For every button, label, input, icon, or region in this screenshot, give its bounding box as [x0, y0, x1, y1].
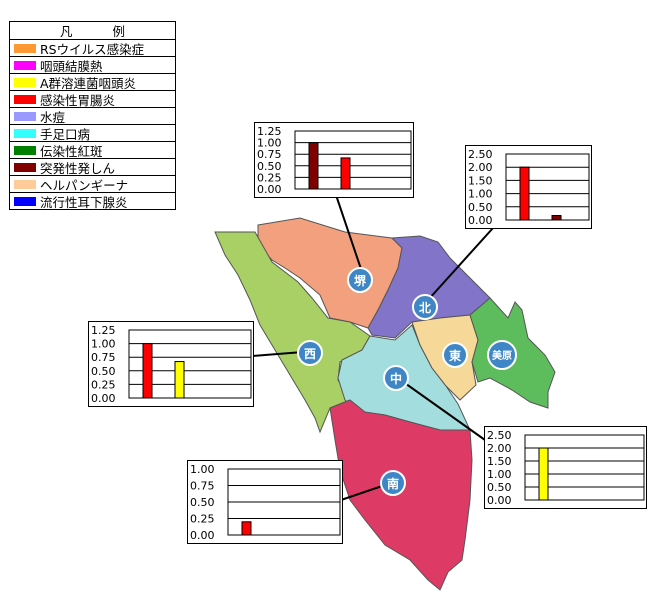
y-tick-label: 0.50 [468, 201, 493, 214]
chart-svg: 2.502.001.501.000.500.00 [468, 148, 590, 227]
chart-svg: 1.251.000.750.500.250.00 [257, 125, 412, 196]
legend-swatch [14, 111, 36, 121]
y-tick-label: 0.00 [487, 494, 512, 507]
bar [174, 361, 185, 399]
legend-label: RSウイルス感染症 [40, 41, 145, 57]
legend-swatch [14, 179, 36, 189]
legend-label: 伝染性紅斑 [40, 143, 103, 159]
legend-item: 伝染性紅斑 [10, 141, 175, 159]
district-marker-nishi[interactable]: 西 [297, 340, 323, 366]
district-marker-naka[interactable]: 中 [383, 365, 409, 391]
bar [241, 521, 252, 536]
legend-title-right: 例 [112, 24, 125, 39]
legend-label: 咽頭結膜熱 [40, 58, 103, 74]
legend-item: ヘルパンギーナ [10, 175, 175, 193]
chart-svg: 1.251.000.750.500.250.00 [91, 324, 252, 405]
district-minami-region[interactable] [329, 399, 473, 591]
bar [308, 142, 319, 190]
legend-item: 咽頭結膜熱 [10, 56, 175, 74]
y-tick-label: 0.50 [190, 496, 215, 509]
district-marker-higashi[interactable]: 東 [442, 342, 468, 368]
legend-title: 凡 例 [10, 22, 175, 40]
y-tick-label: 1.00 [487, 468, 512, 481]
y-tick-label: 1.00 [257, 137, 282, 150]
legend-swatch [14, 94, 36, 104]
chart-naka: 2.50 2.00 1.50 1.00 0.50 0.00 [484, 426, 647, 509]
bar [340, 157, 351, 190]
bar [519, 166, 530, 221]
legend-swatch [14, 196, 36, 206]
district-marker-mihara[interactable]: 美原 [487, 340, 517, 370]
y-tick-label: 0.75 [257, 148, 282, 161]
chart-svg: 1.00 0.75 0.50 0.25 0.00 [190, 463, 341, 542]
legend-item: 水痘 [10, 107, 175, 125]
chart-minami: 1.00 0.75 0.50 0.25 0.00 [187, 460, 343, 544]
y-tick-label: 0.75 [190, 480, 215, 493]
district-marker-minami[interactable]: 南 [380, 470, 406, 496]
legend-swatch [14, 60, 36, 70]
y-tick-label: 0.75 [91, 351, 116, 364]
chart-sakai: 1.25 1.00 0.75 0.50 0.25 0.00 [254, 122, 414, 198]
y-tick-label: 2.50 [468, 148, 493, 161]
y-tick-label: 1.25 [257, 125, 282, 138]
bar [142, 343, 153, 399]
legend-item: A群溶連菌咽頭炎 [10, 73, 175, 91]
plot-frame [505, 153, 590, 221]
y-tick-label: 1.50 [468, 174, 493, 187]
y-tick-label: 0.00 [468, 214, 493, 227]
y-tick-label: 1.25 [91, 324, 116, 337]
legend-swatch [14, 145, 36, 155]
legend-item: 突発性発しん [10, 158, 175, 176]
bar [538, 447, 549, 501]
legend-label: 手足口病 [40, 126, 91, 142]
y-tick-label: 0.00 [257, 183, 282, 196]
y-tick-label: 1.50 [487, 455, 512, 468]
y-tick-label: 2.50 [487, 429, 512, 442]
legend-label: 突発性発しん [40, 160, 116, 176]
y-tick-label: 1.00 [190, 463, 215, 476]
chart-kita: 2.50 2.00 1.50 1.00 0.50 0.00 [465, 145, 592, 229]
legend-item: RSウイルス感染症 [10, 40, 175, 57]
district-label-nishi: 西 [304, 347, 316, 361]
legend-label: 流行性耳下腺炎 [40, 194, 128, 210]
legend-title-left: 凡 [59, 24, 73, 39]
legend: 凡 例 RSウイルス感染症 咽頭結膜熱 A群溶連菌咽頭炎 感染性胃腸炎 水痘 手足口病 伝染… [9, 21, 176, 210]
y-tick-label: 0.00 [190, 529, 215, 542]
y-tick-label: 2.00 [487, 442, 512, 455]
legend-swatch [14, 162, 36, 172]
legend-swatch [14, 128, 36, 138]
chart-svg: 2.502.001.501.000.500.00 [487, 429, 645, 507]
y-tick-label: 0.00 [91, 392, 116, 405]
district-marker-sakai[interactable]: 堺 [347, 267, 373, 293]
district-label-naka: 中 [390, 371, 402, 386]
district-label-minami: 南 [387, 476, 399, 491]
bar [551, 215, 562, 221]
legend-label: ヘルパンギーナ [40, 177, 129, 193]
y-tick-label: 1.00 [91, 338, 116, 351]
y-tick-label: 1.00 [468, 188, 493, 201]
y-tick-label: 0.25 [91, 378, 116, 391]
chart-nishi: 1.25 1.00 0.75 0.50 0.25 0.00 [88, 321, 254, 407]
y-tick-label: 0.25 [190, 513, 215, 526]
y-tick-label: 0.50 [257, 160, 282, 173]
legend-item: 流行性耳下腺炎 [10, 192, 175, 210]
district-label-mihara: 美原 [492, 349, 512, 362]
district-label-kita: 北 [419, 300, 431, 315]
y-tick-label: 0.50 [91, 365, 116, 378]
district-label-higashi: 東 [449, 348, 461, 363]
legend-label: 水痘 [40, 109, 66, 125]
legend-item: 感染性胃腸炎 [10, 90, 175, 108]
y-tick-label: 0.50 [487, 481, 512, 494]
y-tick-label: 2.00 [468, 161, 493, 174]
district-marker-kita[interactable]: 北 [412, 294, 438, 320]
legend-swatch [14, 77, 36, 87]
y-tick-label: 0.25 [257, 171, 282, 184]
legend-label: 感染性胃腸炎 [40, 92, 116, 108]
legend-label: A群溶連菌咽頭炎 [40, 75, 137, 91]
legend-swatch [14, 43, 36, 53]
legend-item: 手足口病 [10, 124, 175, 142]
district-label-sakai: 堺 [354, 273, 367, 288]
